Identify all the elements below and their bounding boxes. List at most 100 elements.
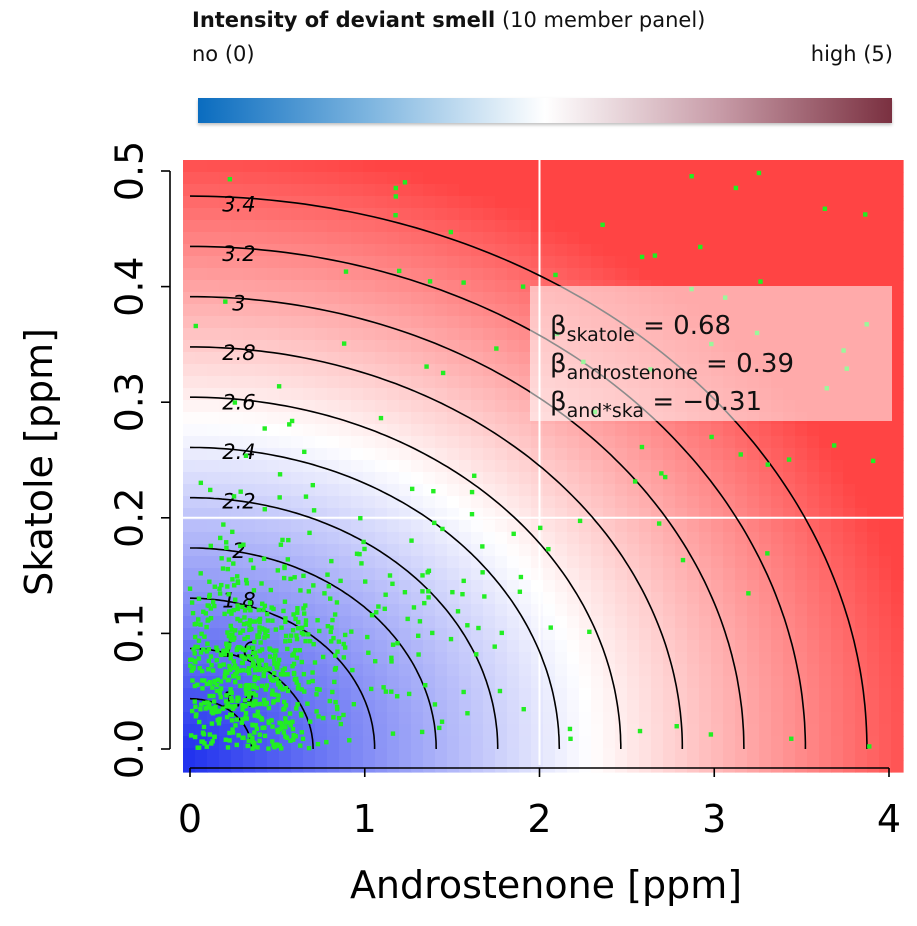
heat-cell xyxy=(411,316,424,329)
heat-cell xyxy=(555,472,568,485)
heat-cell xyxy=(339,616,352,629)
data-point xyxy=(204,649,210,654)
heat-cell xyxy=(675,184,688,197)
heat-cell xyxy=(291,340,304,353)
heat-cell xyxy=(891,316,904,329)
heat-cell xyxy=(411,688,424,701)
data-point xyxy=(235,695,240,700)
heat-cell xyxy=(555,172,568,185)
heat-cell xyxy=(435,376,448,389)
heat-cell xyxy=(771,184,784,197)
heat-cell xyxy=(603,628,616,641)
heat-cell xyxy=(459,580,472,593)
data-point xyxy=(271,606,276,612)
heat-cell xyxy=(675,460,688,473)
legend-title-bold: Intensity of deviant smell xyxy=(192,8,496,32)
heat-cell xyxy=(447,208,460,221)
heat-cell xyxy=(303,520,316,533)
heat-cell xyxy=(375,640,388,653)
heat-cell xyxy=(279,652,292,665)
heat-cell xyxy=(795,484,808,497)
heat-cell xyxy=(651,424,664,437)
heat-cell xyxy=(687,760,700,773)
heat-cell xyxy=(567,592,580,605)
data-point xyxy=(237,668,242,673)
heat-cell xyxy=(435,652,448,665)
heat-cell xyxy=(711,436,724,449)
heat-cell xyxy=(363,208,376,221)
heat-cell xyxy=(435,700,448,713)
data-point xyxy=(192,683,198,689)
heat-cell xyxy=(531,220,544,233)
heat-cell xyxy=(303,316,316,329)
data-point xyxy=(189,668,194,673)
data-point xyxy=(224,704,229,709)
heat-cell xyxy=(327,724,340,737)
heat-cell xyxy=(579,532,592,545)
heat-cell xyxy=(267,220,280,233)
heat-cell xyxy=(267,160,280,173)
heat-cell xyxy=(363,400,376,413)
heat-cell xyxy=(387,712,400,725)
heat-cell xyxy=(303,244,316,257)
heat-cell xyxy=(327,484,340,497)
heat-cell xyxy=(855,220,868,233)
heat-cell xyxy=(243,424,256,437)
heat-cell xyxy=(279,580,292,593)
data-point xyxy=(342,632,348,638)
data-point xyxy=(325,572,330,577)
heat-cell xyxy=(879,688,892,701)
heat-cell xyxy=(783,496,796,509)
heat-cell xyxy=(771,700,784,713)
heat-cell xyxy=(483,532,496,545)
data-point xyxy=(230,730,236,735)
heat-cell xyxy=(195,760,208,773)
heat-cell xyxy=(423,544,436,557)
heat-cell xyxy=(771,532,784,545)
heat-cell xyxy=(891,160,904,173)
heat-cell xyxy=(723,196,736,209)
heat-cell xyxy=(471,748,484,761)
data-point xyxy=(206,617,211,622)
heat-cell xyxy=(423,400,436,413)
heat-cell xyxy=(483,496,496,509)
heat-cell xyxy=(447,352,460,365)
heat-cell xyxy=(687,424,700,437)
heat-cell xyxy=(867,616,880,629)
heat-cell xyxy=(531,460,544,473)
data-point xyxy=(244,691,249,696)
heat-cell xyxy=(831,616,844,629)
heat-cell xyxy=(687,244,700,257)
heat-cell xyxy=(339,352,352,365)
data-point xyxy=(274,743,279,749)
heat-cell xyxy=(483,736,496,749)
heat-cell xyxy=(663,568,676,581)
heat-cell xyxy=(291,556,304,569)
heat-cell xyxy=(303,376,316,389)
heat-cell xyxy=(303,280,316,293)
heat-cell xyxy=(699,652,712,665)
heat-cell xyxy=(291,184,304,197)
heat-cell xyxy=(891,256,904,269)
heat-cell xyxy=(783,232,796,245)
heat-cell xyxy=(411,376,424,389)
data-point xyxy=(255,676,261,681)
heat-cell xyxy=(519,580,532,593)
heat-cell xyxy=(663,196,676,209)
heat-cell xyxy=(699,520,712,533)
data-point xyxy=(680,557,686,563)
heat-cell xyxy=(303,388,316,401)
heat-cell xyxy=(567,208,580,221)
heat-cell xyxy=(675,760,688,773)
heat-cell xyxy=(567,628,580,641)
heat-cell xyxy=(363,592,376,605)
heat-cell xyxy=(891,496,904,509)
heat-cell xyxy=(735,568,748,581)
heat-cell xyxy=(435,616,448,629)
data-point xyxy=(247,733,252,738)
heat-cell xyxy=(747,244,760,257)
heat-cell xyxy=(555,616,568,629)
heat-cell xyxy=(843,244,856,257)
heat-cell xyxy=(651,532,664,545)
